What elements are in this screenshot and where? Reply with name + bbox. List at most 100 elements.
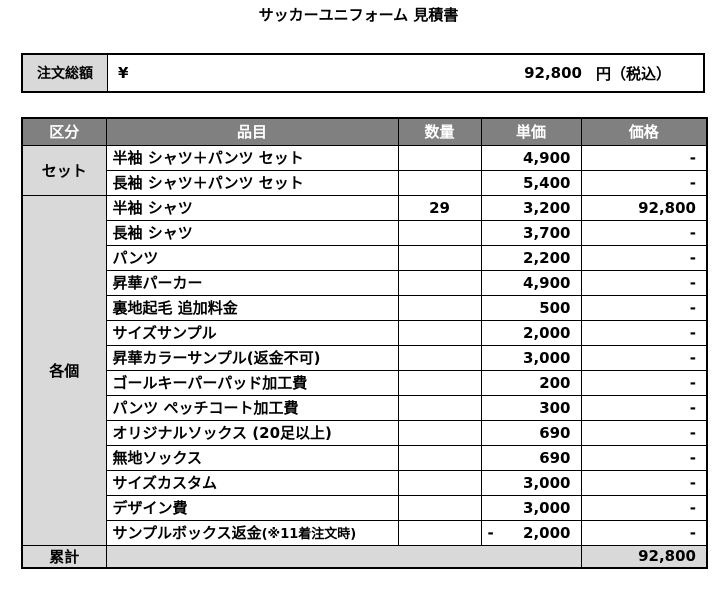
quantity-cell bbox=[397, 344, 482, 371]
column-header-item: 品目 bbox=[105, 117, 399, 146]
price-cell: - bbox=[580, 219, 708, 246]
price-cell: - bbox=[580, 144, 708, 171]
table-row: 長袖 シャツ＋パンツ セット 5,400- bbox=[22, 169, 708, 196]
item-cell: ゴールキーパーパッド加工費 bbox=[105, 369, 399, 396]
unit-price-cell: 500 bbox=[480, 294, 582, 321]
table-header-row: 区分 品目 数量 単価 価格 bbox=[21, 117, 708, 146]
item-name: 半袖 シャツ bbox=[112, 199, 193, 217]
item-cell: サンプルボックス返金(※11着注文時) bbox=[105, 519, 399, 546]
table-row: 長袖 シャツ 3,700- bbox=[22, 219, 708, 246]
unit-price-cell: 4,900 bbox=[480, 269, 582, 296]
unit-price-cell: 5,400 bbox=[480, 169, 582, 196]
item-name: ゴールキーパーパッド加工費 bbox=[112, 374, 308, 392]
quantity-cell bbox=[397, 469, 482, 496]
currency-symbol: ¥ bbox=[118, 64, 129, 82]
table-row: 裏地起毛 追加料金 500- bbox=[22, 294, 708, 321]
item-cell: 長袖 シャツ bbox=[105, 219, 399, 246]
item-name: オリジナルソックス (20足以上) bbox=[112, 424, 332, 442]
item-cell: 無地ソックス bbox=[105, 444, 399, 471]
price-cell: - bbox=[580, 244, 708, 271]
price-cell: - bbox=[580, 519, 708, 546]
unit-price-value: 2,000 bbox=[523, 523, 571, 542]
price-cell: - bbox=[580, 494, 708, 521]
item-name: サイズカスタム bbox=[112, 474, 218, 492]
item-name: 半袖 シャツ＋パンツ セット bbox=[112, 149, 304, 167]
order-total-unit: 円（税込） bbox=[595, 64, 671, 83]
unit-price-cell: 2,000 bbox=[480, 319, 582, 346]
page-title: サッカーユニフォーム 見積書 bbox=[258, 6, 459, 24]
unit-price-cell: 200 bbox=[480, 369, 582, 396]
item-name: サイズサンプル bbox=[112, 324, 217, 342]
item-cell: 裏地起毛 追加料金 bbox=[105, 294, 399, 321]
summary-total: 92,800 bbox=[580, 544, 708, 568]
order-total-amount: 92,800 bbox=[524, 64, 582, 82]
table-row: ゴールキーパーパッド加工費 200- bbox=[22, 369, 708, 396]
price-cell: 92,800 bbox=[580, 194, 708, 221]
item-name: パンツ ペッチコート加工費 bbox=[112, 399, 299, 417]
estimate-table: 区分 品目 数量 単価 価格 セット 半袖 シャツ＋パンツ セット 4,900- 長袖… bbox=[21, 117, 708, 569]
unit-price-cell: 3,000 bbox=[480, 344, 582, 371]
item-cell: パンツ ペッチコート加工費 bbox=[105, 394, 399, 421]
quantity-cell bbox=[397, 444, 482, 471]
table-row: オリジナルソックス (20足以上) 690- bbox=[22, 419, 708, 446]
price-cell: - bbox=[580, 344, 708, 371]
quantity-cell bbox=[397, 319, 482, 346]
order-total-label: 注文総額 bbox=[23, 55, 108, 91]
item-cell: パンツ bbox=[105, 244, 399, 271]
item-cell: 長袖 シャツ＋パンツ セット bbox=[105, 169, 399, 196]
item-name: デザイン費 bbox=[112, 499, 188, 517]
quantity-cell bbox=[397, 294, 482, 321]
order-total-value: ¥ 92,800 円（税込） bbox=[108, 55, 703, 91]
item-name: パンツ bbox=[112, 249, 159, 267]
column-header-unit-price: 単価 bbox=[480, 117, 582, 146]
unit-price-cell: 3,700 bbox=[480, 219, 582, 246]
price-cell: - bbox=[580, 444, 708, 471]
table-row: 昇華カラーサンプル(返金不可) 3,000- bbox=[22, 344, 708, 371]
summary-label: 累計 bbox=[21, 544, 107, 568]
table-row: セット 半袖 シャツ＋パンツ セット 4,900- bbox=[21, 144, 708, 196]
price-cell: - bbox=[580, 469, 708, 496]
unit-price-cell: 690 bbox=[480, 444, 582, 471]
item-name: サンプルボックス返金 bbox=[112, 524, 262, 542]
unit-price-cell: 690 bbox=[480, 419, 582, 446]
quantity-cell bbox=[397, 244, 482, 271]
item-note: (※11着注文時) bbox=[261, 527, 357, 542]
column-header-category: 区分 bbox=[21, 117, 107, 146]
item-name: 昇華パーカー bbox=[112, 274, 203, 292]
quantity-cell bbox=[397, 269, 482, 296]
unit-price-cell: 2,200 bbox=[480, 244, 582, 271]
table-row: 各個 半袖 シャツ 29 3,200 92,800 bbox=[21, 194, 708, 546]
table-row: デザイン費 3,000- bbox=[22, 494, 708, 521]
column-header-price: 価格 bbox=[580, 117, 708, 146]
item-cell: サイズカスタム bbox=[105, 469, 399, 496]
category-cell: セット bbox=[21, 144, 107, 196]
unit-price-cell: 3,000 bbox=[480, 494, 582, 521]
quantity-cell bbox=[397, 519, 482, 546]
item-cell: オリジナルソックス (20足以上) bbox=[105, 419, 399, 446]
price-cell: - bbox=[580, 269, 708, 296]
quantity-cell bbox=[397, 394, 482, 421]
item-cell: 半袖 シャツ＋パンツ セット bbox=[105, 144, 399, 171]
table-row: サンプルボックス返金(※11着注文時) -2,000- bbox=[22, 519, 708, 546]
price-cell: - bbox=[580, 294, 708, 321]
summary-row: 累計 92,800 bbox=[21, 544, 708, 568]
unit-price-cell: 3,200 bbox=[480, 194, 582, 221]
unit-price-sign: - bbox=[487, 523, 494, 542]
quantity-cell bbox=[397, 494, 482, 521]
price-cell: - bbox=[580, 369, 708, 396]
quantity-cell bbox=[397, 219, 482, 246]
category-cell: 各個 bbox=[21, 194, 107, 546]
table-row: パンツ 2,200- bbox=[22, 244, 708, 271]
table-row: サイズカスタム 3,000- bbox=[22, 469, 708, 496]
quantity-cell bbox=[397, 144, 482, 171]
table-row: 昇華パーカー 4,900- bbox=[22, 269, 708, 296]
order-total-box: 注文総額 ¥ 92,800 円（税込） bbox=[21, 53, 705, 93]
table-row: パンツ ペッチコート加工費 300- bbox=[22, 394, 708, 421]
item-cell: 半袖 シャツ bbox=[105, 194, 399, 221]
unit-price-cell: 3,000 bbox=[480, 469, 582, 496]
price-cell: - bbox=[580, 394, 708, 421]
summary-spacer bbox=[105, 544, 582, 568]
item-name: 昇華カラーサンプル(返金不可) bbox=[112, 349, 321, 367]
quantity-cell bbox=[397, 169, 482, 196]
unit-price-cell: 4,900 bbox=[480, 144, 582, 171]
